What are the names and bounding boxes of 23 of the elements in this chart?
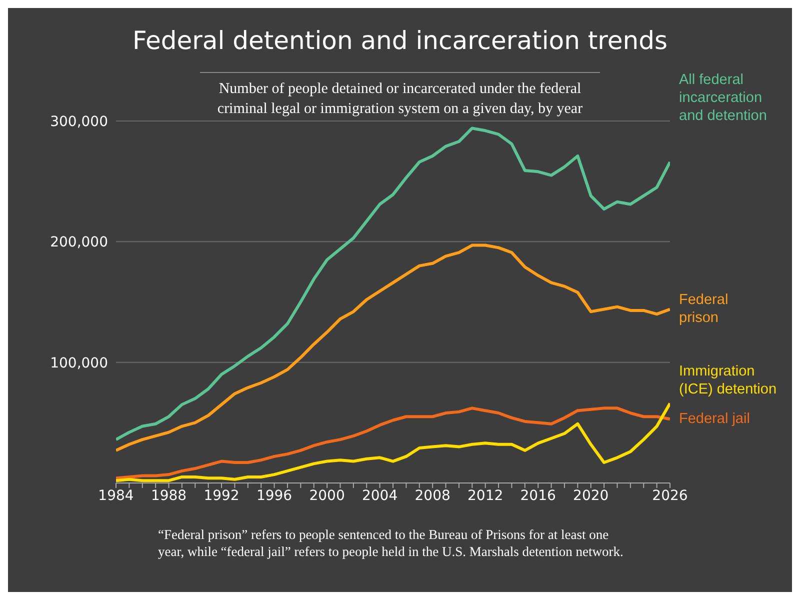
y-tick-label: 100,000 (50, 355, 108, 372)
x-tick-label: 2012 (468, 488, 504, 504)
x-tick-label: 2016 (520, 488, 556, 504)
x-tick-label: 1984 (98, 488, 134, 504)
x-tick-label: 2008 (414, 488, 450, 504)
text: “Federal prison” refers to people sentenced to the Bureau of Prisons for at least one year, while “federal jail” refers to people held in the U.S. Marshals detention network. (158, 526, 624, 560)
x-tick-label: 1988 (150, 488, 187, 504)
series-label: Federal jail (679, 411, 750, 428)
series-label: Federal prison (679, 292, 728, 326)
x-tick-label: 1992 (204, 488, 240, 504)
y-tick-label: 200,000 (50, 234, 108, 251)
chart-title: Federal detention and incarceration trends (131, 25, 669, 57)
chart-subtitle: Number of people detained or incarcerated under the federal criminal legal or immigration system on a given day, by year (200, 72, 600, 119)
x-tick-label: 2004 (362, 488, 398, 504)
series-label: Immigration (ICE) detention (679, 363, 777, 398)
x-tick-label: 2000 (309, 488, 345, 504)
x-tick-label: 2020 (573, 488, 609, 504)
y-tick-label: 300,000 (50, 114, 108, 130)
line-series (116, 244, 670, 452)
text: All federal incarceration and detention (679, 72, 767, 124)
x-tick-label: 1996 (256, 488, 292, 504)
line-series (116, 126, 670, 442)
x-tick-label: 2026 (652, 488, 688, 504)
